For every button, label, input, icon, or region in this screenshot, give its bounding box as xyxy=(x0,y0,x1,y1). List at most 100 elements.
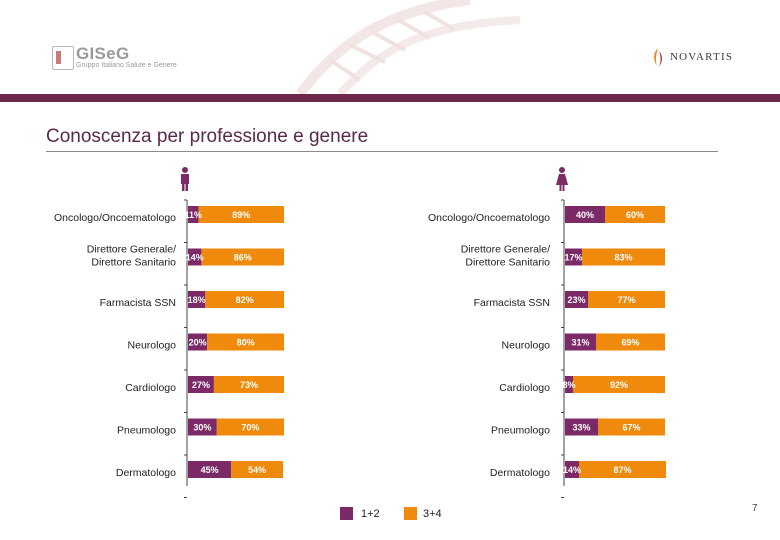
bar-high xyxy=(207,333,284,351)
female-figure-icon-dress xyxy=(556,174,568,185)
bar-high xyxy=(573,376,665,393)
value-label-low: 8% xyxy=(562,380,575,390)
page-title: Conoscenza per professione e genere xyxy=(46,126,369,147)
bar-low xyxy=(565,376,573,393)
category-label: Oncologo/Oncoematologo xyxy=(428,212,550,224)
value-label-low: 40% xyxy=(576,210,594,220)
giseg-logo: GISeG Gruppo Italiano Salute e Genere xyxy=(52,44,192,74)
female-figure-icon-leg xyxy=(559,185,562,191)
male-figure-icon-leg xyxy=(182,184,185,191)
page-number: 7 xyxy=(752,503,758,514)
bar-high xyxy=(201,248,284,266)
giseg-logo-name: GISeG xyxy=(76,44,130,63)
bar-high xyxy=(231,461,284,478)
value-label-high: 60% xyxy=(626,210,644,220)
bar-high xyxy=(213,376,284,393)
bar-low xyxy=(565,461,579,478)
value-label-high: 69% xyxy=(621,338,639,348)
chart-legend: 1+2 3+4 xyxy=(340,506,540,524)
category-label: Farmacista SSN xyxy=(474,297,550,309)
legend-label-high: 3+4 xyxy=(423,508,442,520)
value-label-low: 20% xyxy=(189,338,207,348)
value-label-high: 86% xyxy=(234,253,252,263)
dna-helix-watermark xyxy=(295,0,521,94)
bar-high xyxy=(205,291,284,308)
bar-low xyxy=(188,291,206,308)
male-figure-icon-body xyxy=(181,174,189,184)
male-figure-icon-head xyxy=(182,167,188,173)
category-label: Cardiologo xyxy=(125,382,176,394)
category-label: Dermatologo xyxy=(490,467,550,479)
male-panel: Oncologo/Oncoematologo 11% 89% Direttore Ge… xyxy=(54,167,284,498)
value-label-low: 14% xyxy=(563,465,581,475)
giseg-logo-subtitle: Gruppo Italiano Salute e Genere xyxy=(76,62,177,69)
header-bar xyxy=(0,94,780,102)
category-label: Neurologo xyxy=(502,340,551,352)
bar-high xyxy=(198,206,284,223)
value-label-high: 83% xyxy=(614,253,632,263)
title-underline xyxy=(46,151,718,152)
value-label-high: 54% xyxy=(248,465,266,475)
bar-low xyxy=(565,206,605,223)
category-label: Neurologo xyxy=(128,340,177,352)
bar-low xyxy=(188,461,232,478)
bar-high xyxy=(596,333,665,351)
bar-low xyxy=(565,291,588,308)
bar-low xyxy=(188,418,217,436)
value-label-high: 73% xyxy=(240,380,258,390)
giseg-mark-icon xyxy=(52,46,74,70)
bar-high xyxy=(598,418,665,436)
value-label-high: 70% xyxy=(241,423,259,433)
bar-low xyxy=(188,376,214,393)
category-label-line: Direttore Sanitario xyxy=(465,257,550,269)
bar-high xyxy=(582,248,665,266)
value-label-high: 92% xyxy=(610,380,628,390)
female-figure-icon-leg xyxy=(562,185,565,191)
novartis-logo: NOVARTIS xyxy=(650,46,760,68)
value-label-low: 14% xyxy=(186,253,204,263)
bar-high xyxy=(605,206,665,223)
category-label: Cardiologo xyxy=(499,382,550,394)
value-label-high: 80% xyxy=(237,338,255,348)
category-label: Farmacista SSN xyxy=(100,297,176,309)
value-label-low: 11% xyxy=(185,210,203,220)
legend-swatch-high xyxy=(404,507,417,520)
category-label: Direttore Generale/Direttore Sanitario xyxy=(87,244,176,269)
value-label-low: 30% xyxy=(193,423,211,433)
bar-low xyxy=(188,333,208,351)
bar-low xyxy=(188,206,199,223)
bar-low xyxy=(565,248,582,266)
legend-label-low: 1+2 xyxy=(361,508,380,520)
category-label: Direttore Generale/Direttore Sanitario xyxy=(461,244,550,269)
bar-low xyxy=(188,248,202,266)
female-figure-icon-head xyxy=(559,167,565,173)
value-label-high: 87% xyxy=(613,465,631,475)
category-label: Oncologo/Oncoematologo xyxy=(54,212,176,224)
category-label: Pneumologo xyxy=(117,425,176,437)
value-label-low: 33% xyxy=(572,423,590,433)
value-label-low: 23% xyxy=(567,295,585,305)
value-label-low: 18% xyxy=(188,295,206,305)
category-label-line: Direttore Generale/ xyxy=(461,244,550,256)
male-figure-icon-leg xyxy=(185,184,188,191)
novartis-logo-name: NOVARTIS xyxy=(670,51,734,63)
value-label-high: 82% xyxy=(236,295,254,305)
value-label-high: 89% xyxy=(232,210,250,220)
female-panel: Oncologo/Oncoematologo 40% 60% Direttore Ge… xyxy=(428,167,666,498)
value-label-low: 27% xyxy=(192,380,210,390)
category-label: Dermatologo xyxy=(116,467,176,479)
header-banner: GISeG Gruppo Italiano Salute e Genere NO… xyxy=(0,0,780,94)
bar-high xyxy=(216,418,284,436)
value-label-low: 45% xyxy=(201,465,219,475)
value-label-high: 67% xyxy=(622,423,640,433)
value-label-low: 31% xyxy=(571,338,589,348)
bar-low xyxy=(565,418,598,436)
value-label-low: 17% xyxy=(564,253,582,263)
novartis-flame-icon xyxy=(654,48,662,67)
category-label-line: Direttore Sanitario xyxy=(91,257,176,269)
bar-high xyxy=(588,291,665,308)
legend-swatch-low xyxy=(340,507,353,520)
category-label-line: Direttore Generale/ xyxy=(87,244,176,256)
category-label: Pneumologo xyxy=(491,425,550,437)
